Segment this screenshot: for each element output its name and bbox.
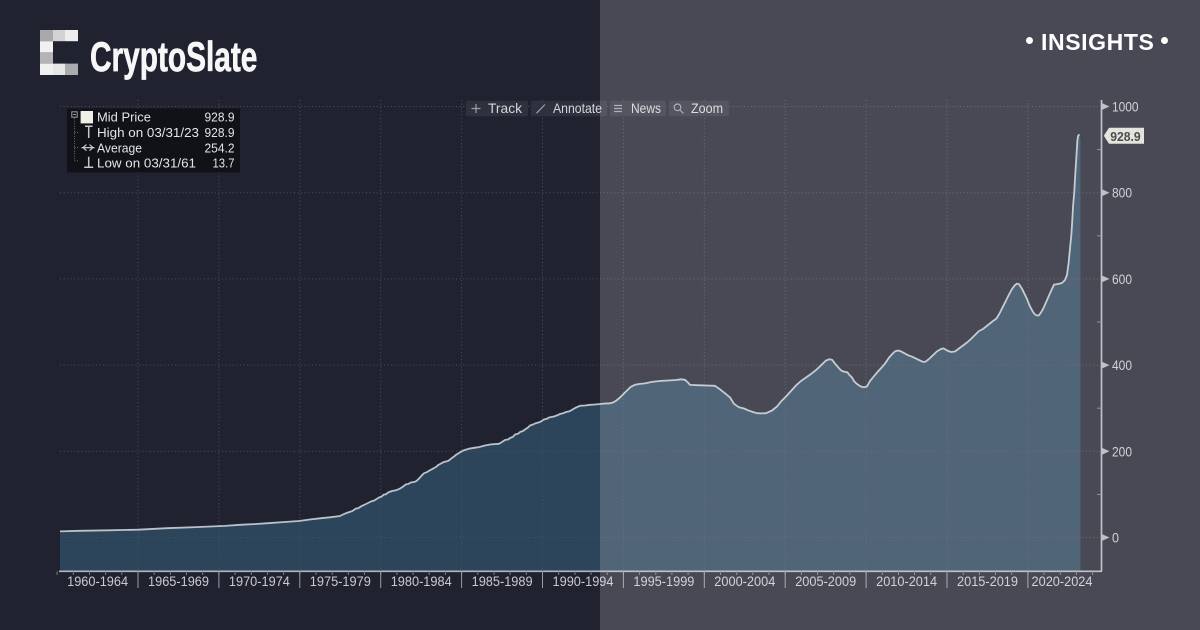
svg-text:Average: Average: [97, 140, 142, 155]
svg-text:1970-1974: 1970-1974: [229, 573, 290, 589]
svg-text:2005-2009: 2005-2009: [795, 573, 856, 589]
svg-text:1985-1989: 1985-1989: [472, 573, 533, 589]
svg-text:600: 600: [1112, 271, 1132, 287]
svg-text:Low on 03/31/61: Low on 03/31/61: [97, 156, 196, 171]
svg-text:Zoom: Zoom: [691, 100, 723, 116]
svg-text:1965-1969: 1965-1969: [148, 573, 209, 589]
svg-text:2015-2019: 2015-2019: [957, 573, 1018, 589]
svg-text:Annotate: Annotate: [553, 100, 602, 116]
svg-text:1980-1984: 1980-1984: [391, 573, 452, 589]
svg-text:928.9: 928.9: [205, 110, 235, 125]
svg-text:928.9: 928.9: [205, 125, 235, 140]
svg-text:1995-1999: 1995-1999: [633, 573, 694, 589]
svg-text:928.9: 928.9: [1110, 129, 1141, 144]
svg-text:800: 800: [1112, 185, 1132, 201]
svg-text:1990-1994: 1990-1994: [553, 573, 614, 589]
svg-text:1975-1979: 1975-1979: [310, 573, 371, 589]
svg-text:13.7: 13.7: [213, 156, 235, 171]
svg-text:400: 400: [1112, 357, 1132, 373]
svg-text:2020-2024: 2020-2024: [1032, 573, 1093, 589]
svg-text:2000-2004: 2000-2004: [714, 573, 775, 589]
svg-text:0: 0: [1112, 530, 1119, 546]
svg-text:1960-1964: 1960-1964: [67, 573, 128, 589]
svg-text:1000: 1000: [1112, 99, 1139, 115]
svg-text:News: News: [631, 100, 661, 116]
svg-text:254.2: 254.2: [205, 140, 235, 155]
svg-text:Track: Track: [488, 100, 523, 116]
svg-text:Mid Price: Mid Price: [97, 110, 151, 125]
svg-text:2010-2014: 2010-2014: [876, 573, 937, 589]
svg-text:High on 03/31/23: High on 03/31/23: [97, 125, 199, 140]
svg-text:200: 200: [1112, 443, 1132, 459]
